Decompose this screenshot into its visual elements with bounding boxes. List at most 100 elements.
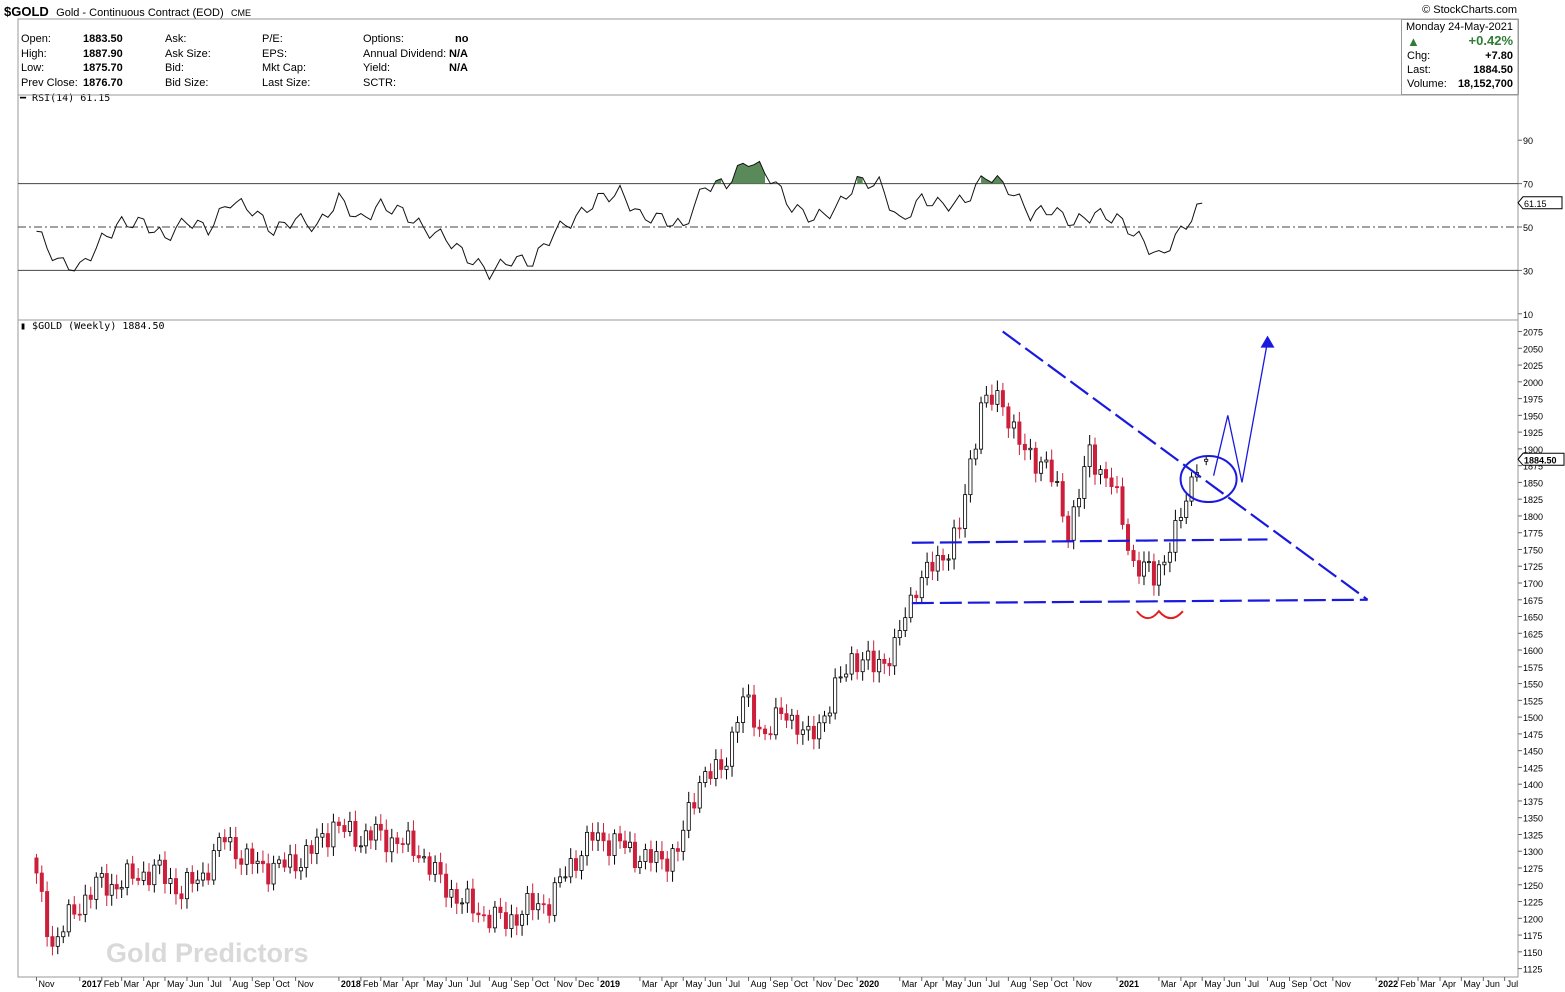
candle-body [460,902,465,905]
header-panel-frame [17,18,1519,96]
time-tick-label: Mar [1420,979,1436,989]
candle-body [1039,461,1044,474]
candle-body [866,650,871,661]
candle-body [487,914,492,929]
price-tick-label: 2050 [1523,344,1543,354]
candle-body [228,837,233,843]
candle-body [963,494,968,529]
candle-body [503,912,508,929]
quote-label: Yield: [363,62,391,75]
candle-body [83,894,88,915]
candle-body [632,841,637,869]
candle-body [897,630,902,639]
price-tick-label: 1550 [1523,680,1543,690]
price-tick-label: 1225 [1523,898,1543,908]
time-tick-label: Sep [254,979,270,989]
quote-value: 1876.70 [83,76,123,89]
candle-body [449,889,454,898]
candle-body [800,729,805,735]
rsi-overbought-fill [857,176,863,184]
time-tick-label: Oct [1313,979,1328,989]
candle-body [697,782,702,809]
candle-body [244,848,249,865]
rsi-overbought-fill [732,161,766,184]
time-tick-label: Mar [1161,979,1177,989]
candle-body [627,841,632,848]
candle-body [1000,390,1005,408]
time-tick-label: Apr [1442,979,1456,989]
candle-body [130,863,135,879]
candle-body [363,830,368,847]
time-tick-label: Jun [967,979,982,989]
candle-body [1022,443,1027,451]
time-tick-label: May [685,979,703,989]
price-tick-label: 1475 [1523,730,1543,740]
candle-body [277,859,282,864]
last-value: 1884.50 [1473,64,1513,76]
time-tick-label: Jun [448,979,463,989]
candle-body [1204,458,1209,462]
candle-body [1178,517,1183,521]
time-tick-label: Nov [1076,979,1093,989]
time-tick-label: Mar [902,979,918,989]
time-tick-label: Aug [232,979,248,989]
time-tick-label: Sep [513,979,529,989]
quote-label: Mkt Cap: [262,62,307,75]
candle-body [395,837,400,844]
candle-body [1120,486,1125,525]
price-tick-label: 1800 [1523,512,1543,522]
candle-body [427,856,432,875]
candle-body [358,845,363,848]
candle-body [1173,520,1178,553]
time-tick-label: Feb [1400,979,1416,989]
price-tick-label: 1525 [1523,696,1543,706]
candle-body [1151,561,1156,586]
time-tick-label: Feb [363,979,379,989]
candle-body [514,914,519,926]
support-line [911,598,1368,605]
candle-body [250,848,255,864]
candle-body [50,936,55,947]
candle-body [1109,477,1114,488]
quote-label: Last Size: [262,76,311,89]
price-tick-label: 1200 [1523,914,1543,924]
candle-body [795,714,800,735]
candle-body [1060,481,1065,517]
rsi-tick-label: 30 [1523,266,1533,276]
time-tick-label: Nov [298,979,315,989]
candle-body [607,840,612,856]
candle-body [1156,564,1161,586]
time-tick-label: Mar [642,979,658,989]
price-tick-label: 1125 [1523,965,1542,975]
quote-row: Options: no [363,32,483,47]
candle-body [935,555,940,572]
price-tick-label: 1425 [1523,763,1543,773]
quote-value: no [455,33,469,45]
projection-arrow-path [1212,341,1269,483]
volume-label: Volume: [1407,78,1447,90]
candle-body [173,878,178,895]
symbol-label: $GOLD [4,4,49,19]
candle-body [39,872,44,892]
candle-body [104,873,109,896]
price-title: $GOLD (Weekly) 1884.50 [32,321,165,332]
candle-body [763,728,768,735]
candle-body [568,858,573,878]
candle-body [314,836,319,854]
quote-row: P/E: [262,32,352,47]
price-tick-label: 1825 [1523,495,1543,505]
candle-body [119,887,124,890]
candle-body [162,859,167,884]
candle-body [855,653,860,673]
candle-body [827,712,832,717]
candle-body [730,731,735,767]
candle-body [470,888,475,914]
candle-body [637,861,642,869]
time-tick-label: Apr [924,979,938,989]
candle-body [643,849,648,862]
quote-label: Ask Size: [165,47,211,60]
time-tick-label: Dec [578,979,595,989]
candle-body [984,394,989,404]
time-tick-label: Apr [146,979,160,989]
